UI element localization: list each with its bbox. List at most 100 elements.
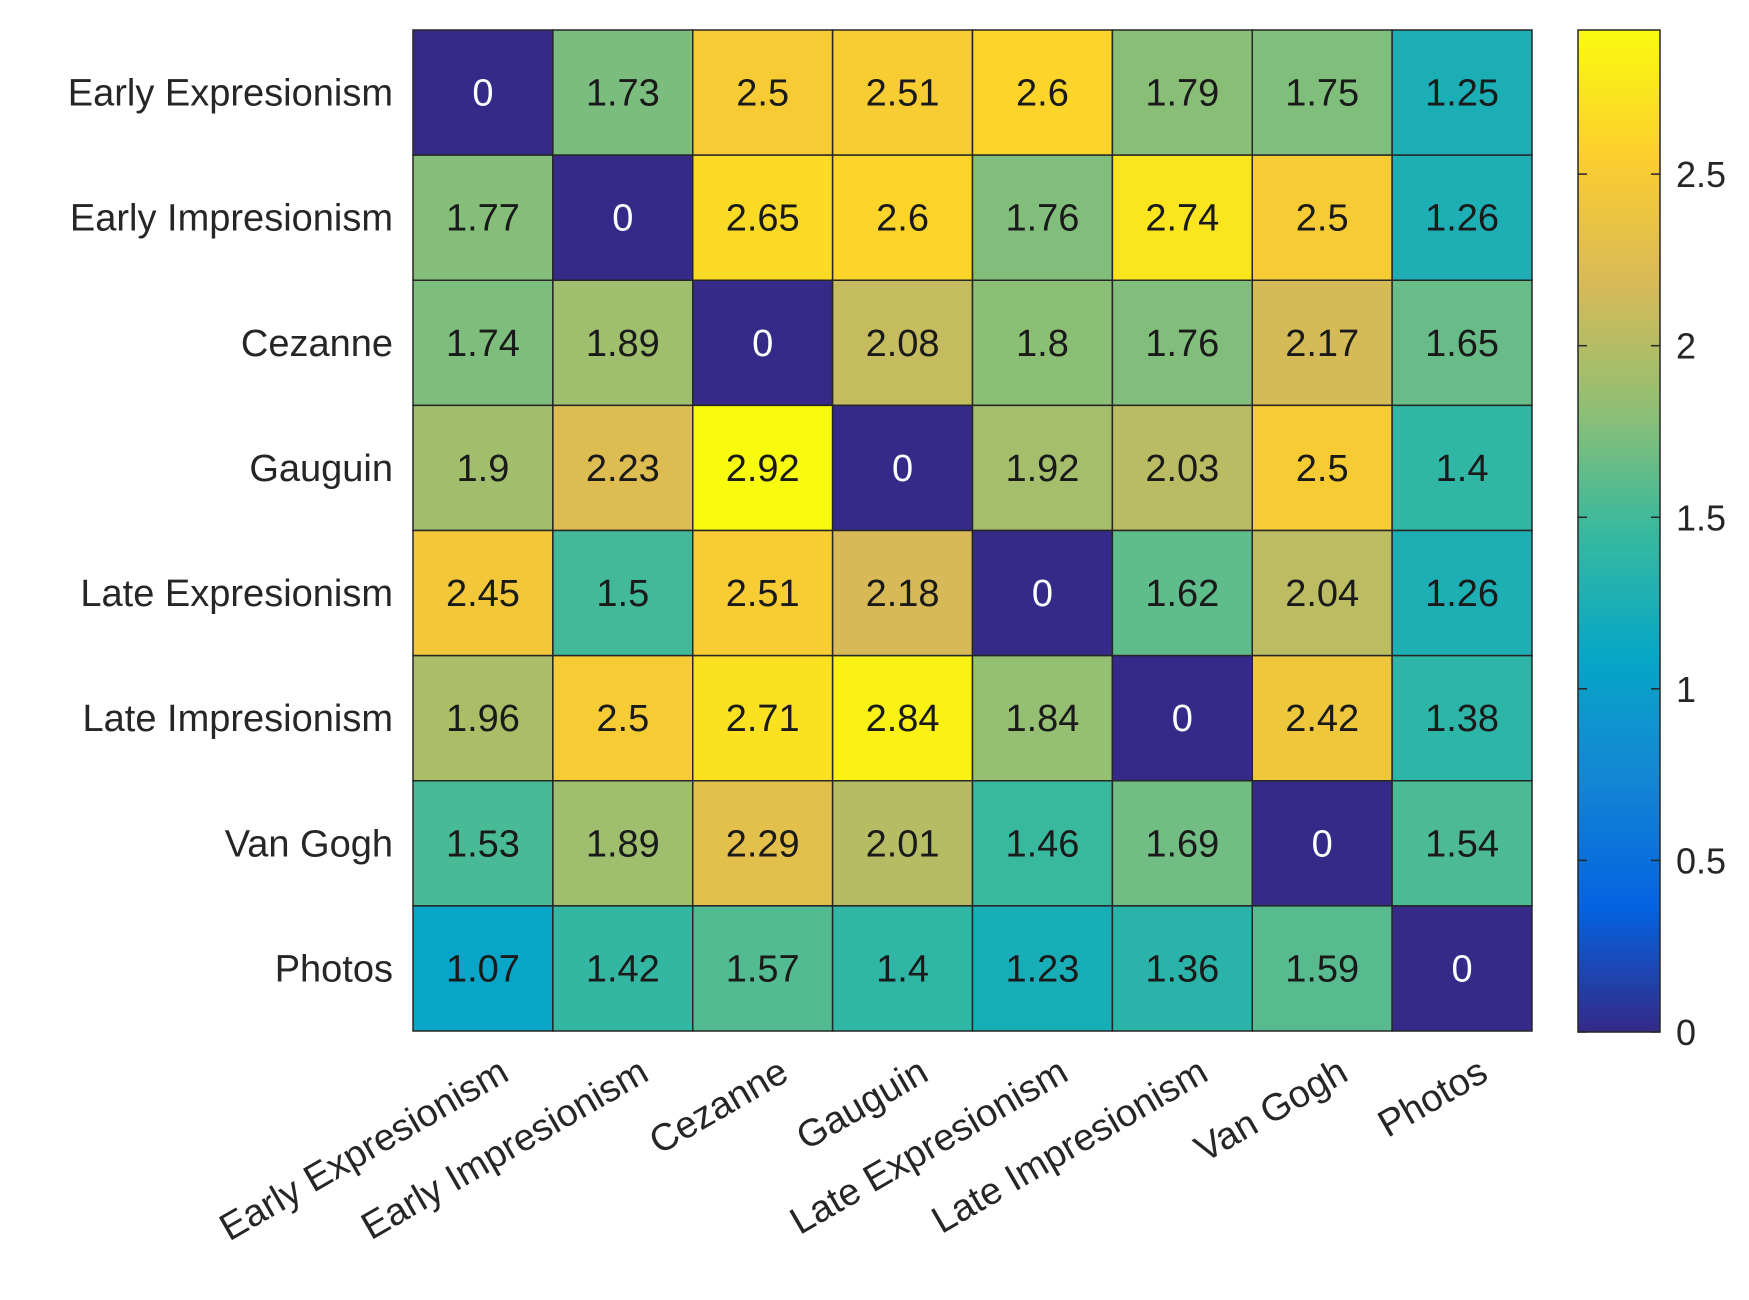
heatmap-cell — [692, 404, 834, 532]
heatmap-cell — [971, 654, 1114, 782]
cell-value-label: 1.62 — [1145, 573, 1219, 615]
cell-value-label: 1.59 — [1285, 948, 1359, 990]
cell-value-label: 1.89 — [586, 823, 660, 865]
cell-value-label: 2.71 — [726, 698, 800, 740]
cell-value-label: 1.76 — [1005, 198, 1079, 240]
cell-value-label: 1.96 — [446, 698, 520, 740]
cell-value-label: 2.42 — [1285, 698, 1359, 740]
cell-value-label: 2.18 — [866, 573, 940, 615]
cell-value-label: 1.9 — [457, 448, 510, 490]
heatmap-cells — [412, 29, 1533, 1032]
y-tick-label: Early Impresionism — [70, 198, 393, 240]
cell-value-label: 1.77 — [446, 198, 520, 240]
colorbar-tick-label: 2 — [1676, 326, 1696, 367]
heatmap-cell — [971, 905, 1114, 1032]
heatmap-cell — [412, 279, 554, 407]
cell-value-label: 1.84 — [1005, 698, 1079, 740]
cell-value-label: 1.8 — [1016, 323, 1069, 365]
y-axis-tick-labels: Early Expresionism Early Impresionism Ceza… — [68, 73, 393, 991]
heatmap-cell — [552, 780, 694, 907]
cell-value-label: 0 — [472, 73, 493, 115]
heatmap-cell — [1111, 905, 1253, 1032]
cell-value-label: 2.23 — [586, 448, 660, 490]
cell-value-label: 1.69 — [1145, 823, 1219, 865]
heatmap-cell — [552, 279, 694, 407]
cell-value-label: 2.65 — [726, 198, 800, 240]
cell-value-label: 2.5 — [1296, 198, 1349, 240]
x-tick-label: Cezanne — [642, 1050, 795, 1162]
heatmap-cell — [1391, 279, 1533, 407]
y-tick-label: Early Expresionism — [68, 73, 393, 115]
cell-value-label: 0 — [1451, 948, 1472, 990]
cell-value-label: 2.92 — [726, 448, 800, 490]
heatmap-cell — [692, 654, 834, 782]
heatmap-cell — [971, 154, 1114, 281]
cell-value-label: 2.03 — [1145, 448, 1219, 490]
cell-value-label: 1.38 — [1425, 698, 1499, 740]
heatmap-cell — [1111, 29, 1253, 156]
cell-value-label: 1.36 — [1145, 948, 1219, 990]
heatmap-cell — [552, 654, 694, 782]
heatmap-cell — [1111, 654, 1253, 782]
x-tick-label: Van Gogh — [1188, 1050, 1355, 1171]
cell-value-label: 2.51 — [866, 73, 940, 115]
cell-value-label: 1.26 — [1425, 198, 1499, 240]
colorbar-tick-label: 0 — [1676, 1012, 1696, 1053]
cell-value-label: 0 — [612, 198, 633, 240]
heatmap-cell — [1251, 654, 1393, 782]
cell-value-label: 0 — [752, 323, 773, 365]
cell-value-label: 1.26 — [1425, 573, 1499, 615]
cell-value-label: 0 — [892, 448, 913, 490]
heatmap-cell — [1111, 780, 1253, 907]
cell-value-label: 2.84 — [866, 698, 940, 740]
cell-value-label: 0 — [1312, 823, 1333, 865]
cell-value-label: 2.08 — [866, 323, 940, 365]
y-tick-label: Van Gogh — [225, 823, 393, 865]
cell-value-label: 1.25 — [1425, 73, 1499, 115]
heatmap-cell — [1251, 529, 1393, 657]
heatmap-cell — [1111, 279, 1253, 407]
x-tick-label: Photos — [1371, 1050, 1494, 1146]
cell-value-label: 1.65 — [1425, 323, 1499, 365]
cell-value-label: 2.6 — [876, 198, 929, 240]
cell-value-label: 2.74 — [1145, 198, 1219, 240]
heatmap-cell — [412, 780, 554, 907]
heatmap-cell — [1391, 905, 1533, 1032]
cell-value-label: 1.42 — [586, 948, 660, 990]
cell-value-label: 2.5 — [736, 73, 789, 115]
cell-value-label: 1.73 — [586, 73, 660, 115]
cell-value-label: 2.5 — [1296, 448, 1349, 490]
y-tick-label: Late Expresionism — [80, 573, 393, 615]
heatmap-cell — [831, 529, 974, 657]
cell-value-label: 0 — [1172, 698, 1193, 740]
cell-value-label: 1.4 — [876, 948, 929, 990]
heatmap-cell — [1391, 154, 1533, 281]
heatmap-cell — [1111, 154, 1253, 281]
cell-value-label: 1.92 — [1005, 448, 1079, 490]
heatmap-cell — [552, 905, 694, 1032]
heatmap-cell — [971, 780, 1114, 907]
heatmap-cell — [1251, 154, 1393, 281]
cell-value-label: 0 — [1032, 573, 1053, 615]
colorbar: 0 0.5 1 1.5 2 2.5 — [1577, 29, 1726, 1053]
heatmap-cell — [1391, 654, 1533, 782]
heatmap-cell — [412, 404, 554, 532]
colorbar-tick-label: 1.5 — [1676, 497, 1726, 538]
heatmap-cell — [692, 29, 834, 156]
heatmap-cell — [971, 29, 1114, 156]
colorbar-tick-label: 1 — [1676, 669, 1696, 710]
y-tick-label: Cezanne — [241, 323, 393, 365]
y-tick-label: Late Impresionism — [83, 698, 393, 740]
heatmap-cell — [1251, 404, 1393, 532]
cell-value-label: 1.76 — [1145, 323, 1219, 365]
cell-value-label: 2.17 — [1285, 323, 1359, 365]
heatmap-cell — [1251, 279, 1393, 407]
colorbar-gradient — [1577, 29, 1661, 1033]
cell-value-label: 1.79 — [1145, 73, 1219, 115]
colorbar-tick-label: 0.5 — [1676, 840, 1726, 881]
heatmap-cell — [831, 404, 974, 532]
cell-value-label: 2.5 — [596, 698, 649, 740]
cell-value-label: 1.53 — [446, 823, 520, 865]
heatmap-cell — [692, 529, 834, 657]
